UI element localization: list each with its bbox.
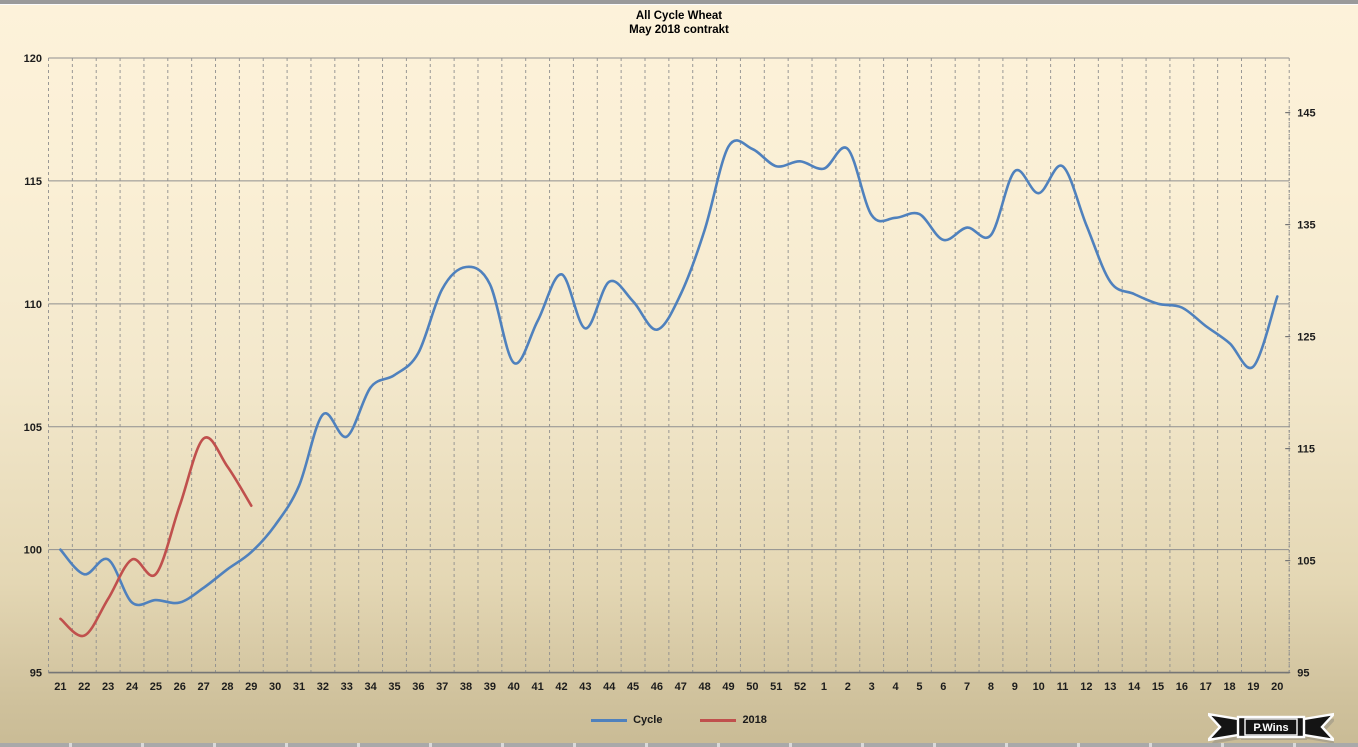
x-axis-label: 20 xyxy=(1271,681,1283,693)
x-axis-label: 37 xyxy=(436,681,448,693)
x-axis-label: 25 xyxy=(150,681,162,693)
x-axis-label: 30 xyxy=(269,681,281,693)
x-axis-label: 22 xyxy=(78,681,90,693)
x-axis-label: 8 xyxy=(988,681,994,693)
x-axis-label: 10 xyxy=(1033,681,1045,693)
x-axis-label: 1 xyxy=(821,681,827,693)
x-axis-label: 15 xyxy=(1152,681,1164,693)
x-axis-label: 38 xyxy=(460,681,472,693)
x-axis-label: 11 xyxy=(1057,681,1069,693)
x-axis-label: 52 xyxy=(794,681,806,693)
x-axis-label: 48 xyxy=(699,681,711,693)
left-axis-label: 120 xyxy=(24,53,42,65)
x-axis-label: 33 xyxy=(341,681,353,693)
x-axis-label: 17 xyxy=(1200,681,1212,693)
x-axis-label: 27 xyxy=(197,681,209,693)
x-axis-label: 13 xyxy=(1104,681,1116,693)
pwins-logo-text: P.Wins xyxy=(1253,722,1288,734)
left-axis-label: 95 xyxy=(30,668,42,680)
x-axis-label: 43 xyxy=(579,681,591,693)
chart-title: All Cycle Wheat May 2018 contrakt xyxy=(0,9,1358,37)
x-axis-label: 16 xyxy=(1176,681,1188,693)
window-bottom-edge xyxy=(0,743,1358,747)
x-axis-label: 23 xyxy=(102,681,114,693)
x-axis-label: 41 xyxy=(532,681,544,693)
x-axis-label: 44 xyxy=(603,681,616,693)
x-axis-label: 21 xyxy=(54,681,66,693)
ribbon-shape: P.Wins xyxy=(1208,712,1334,742)
2018-line-swatch xyxy=(700,718,737,722)
x-axis-label: 24 xyxy=(126,681,139,693)
right-axis-label: 135 xyxy=(1297,220,1315,232)
x-axis-label: 39 xyxy=(484,681,496,693)
legend-item-cycle[interactable]: Cycle xyxy=(591,714,662,726)
x-axis-label: 47 xyxy=(675,681,687,693)
x-axis-label: 14 xyxy=(1128,681,1141,693)
x-axis-label: 49 xyxy=(722,681,734,693)
x-axis-label: 45 xyxy=(627,681,639,693)
window-top-edge xyxy=(0,0,1358,5)
left-axis-label: 105 xyxy=(24,422,42,434)
x-axis-label: 26 xyxy=(174,681,186,693)
left-axis-label: 100 xyxy=(24,545,42,557)
left-axis-label: 110 xyxy=(24,299,42,311)
x-axis-label: 3 xyxy=(869,681,875,693)
series-line-2018[interactable] xyxy=(59,436,253,638)
x-axis-label: 6 xyxy=(940,681,946,693)
x-axis-label: 34 xyxy=(364,681,377,693)
right-axis-label: 95 xyxy=(1297,668,1309,680)
right-axis-label: 125 xyxy=(1297,332,1315,344)
x-axis-label: 51 xyxy=(770,681,782,693)
cycle-line-swatch xyxy=(591,718,628,722)
x-axis-label: 7 xyxy=(964,681,970,693)
x-axis-label: 31 xyxy=(293,681,305,693)
x-axis-label: 50 xyxy=(746,681,758,693)
x-axis-label: 28 xyxy=(221,681,233,693)
x-axis-label: 2 xyxy=(845,681,851,693)
chart-title-line2: May 2018 contrakt xyxy=(629,24,729,36)
x-axis-label: 19 xyxy=(1247,681,1259,693)
x-axis-label: 46 xyxy=(651,681,663,693)
x-axis-label: 18 xyxy=(1223,681,1235,693)
right-axis-label: 145 xyxy=(1297,108,1315,120)
x-axis-label: 5 xyxy=(916,681,922,693)
right-axis-label: 105 xyxy=(1297,556,1315,568)
x-axis-label: 32 xyxy=(317,681,329,693)
chart-legend: Cycle 2018 xyxy=(0,714,1358,726)
x-axis-label: 40 xyxy=(508,681,520,693)
series-line-cycle[interactable] xyxy=(59,139,1279,607)
chart-title-line1: All Cycle Wheat xyxy=(635,10,723,22)
pwins-ribbon-logo: P.Wins xyxy=(1208,712,1334,744)
x-axis-label: 36 xyxy=(412,681,424,693)
left-axis-label: 115 xyxy=(24,176,42,188)
right-axis-label: 115 xyxy=(1297,444,1315,456)
legend-label-cycle: Cycle xyxy=(633,714,663,726)
x-axis-label: 12 xyxy=(1080,681,1092,693)
x-axis-label: 9 xyxy=(1012,681,1018,693)
x-axis-label: 4 xyxy=(892,681,899,693)
legend-item-2018[interactable]: 2018 xyxy=(700,714,767,726)
x-axis-label: 35 xyxy=(388,681,400,693)
x-axis-label: 29 xyxy=(245,681,257,693)
legend-label-2018: 2018 xyxy=(742,714,767,726)
x-axis-label: 42 xyxy=(555,681,567,693)
